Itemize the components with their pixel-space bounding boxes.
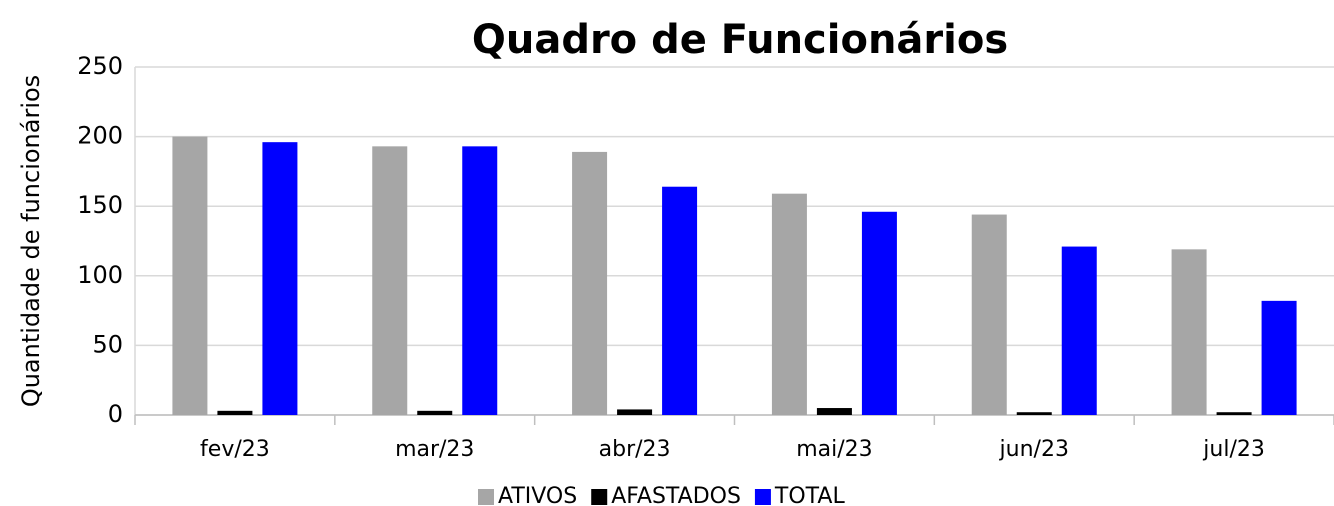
x-tick-label: mar/23 — [395, 437, 474, 462]
y-tick-label: 250 — [77, 52, 123, 80]
bar — [1016, 412, 1052, 415]
legend-label: TOTAL — [774, 484, 846, 506]
legend-swatch — [478, 489, 494, 505]
bar — [1171, 249, 1207, 415]
bar — [372, 146, 408, 415]
x-tick-label: fev/23 — [200, 437, 270, 462]
y-tick-label: 100 — [77, 261, 123, 289]
bar — [572, 151, 608, 416]
bar — [1261, 300, 1297, 415]
y-tick-label: 150 — [77, 191, 123, 219]
bar — [172, 136, 208, 415]
bar — [861, 211, 897, 415]
bar — [662, 186, 698, 415]
bar — [417, 410, 453, 415]
bar — [462, 146, 498, 415]
bar — [971, 214, 1007, 415]
bar — [771, 193, 807, 415]
y-tick-label: 50 — [92, 330, 123, 358]
bar — [1061, 246, 1097, 415]
legend-swatch — [591, 489, 608, 505]
bar — [816, 408, 852, 415]
y-tick-label: 200 — [77, 122, 123, 150]
legend-label: AFASTADOS — [611, 484, 741, 506]
legend-label: ATIVOS — [498, 484, 577, 506]
bar — [617, 409, 653, 415]
x-tick-label: mai/23 — [796, 437, 872, 462]
bar — [1216, 412, 1252, 415]
x-tick-label: jun/23 — [999, 437, 1069, 462]
x-tick-label: abr/23 — [599, 437, 671, 462]
chart-title: Quadro de Funcionários — [472, 17, 1008, 63]
legend-swatch — [754, 489, 771, 505]
y-axis-label: Quantidade de funcionários — [17, 75, 45, 407]
y-tick-label: 0 — [108, 400, 123, 428]
x-tick-label: jul/23 — [1202, 437, 1265, 462]
bar — [262, 142, 298, 415]
bar — [217, 410, 253, 415]
